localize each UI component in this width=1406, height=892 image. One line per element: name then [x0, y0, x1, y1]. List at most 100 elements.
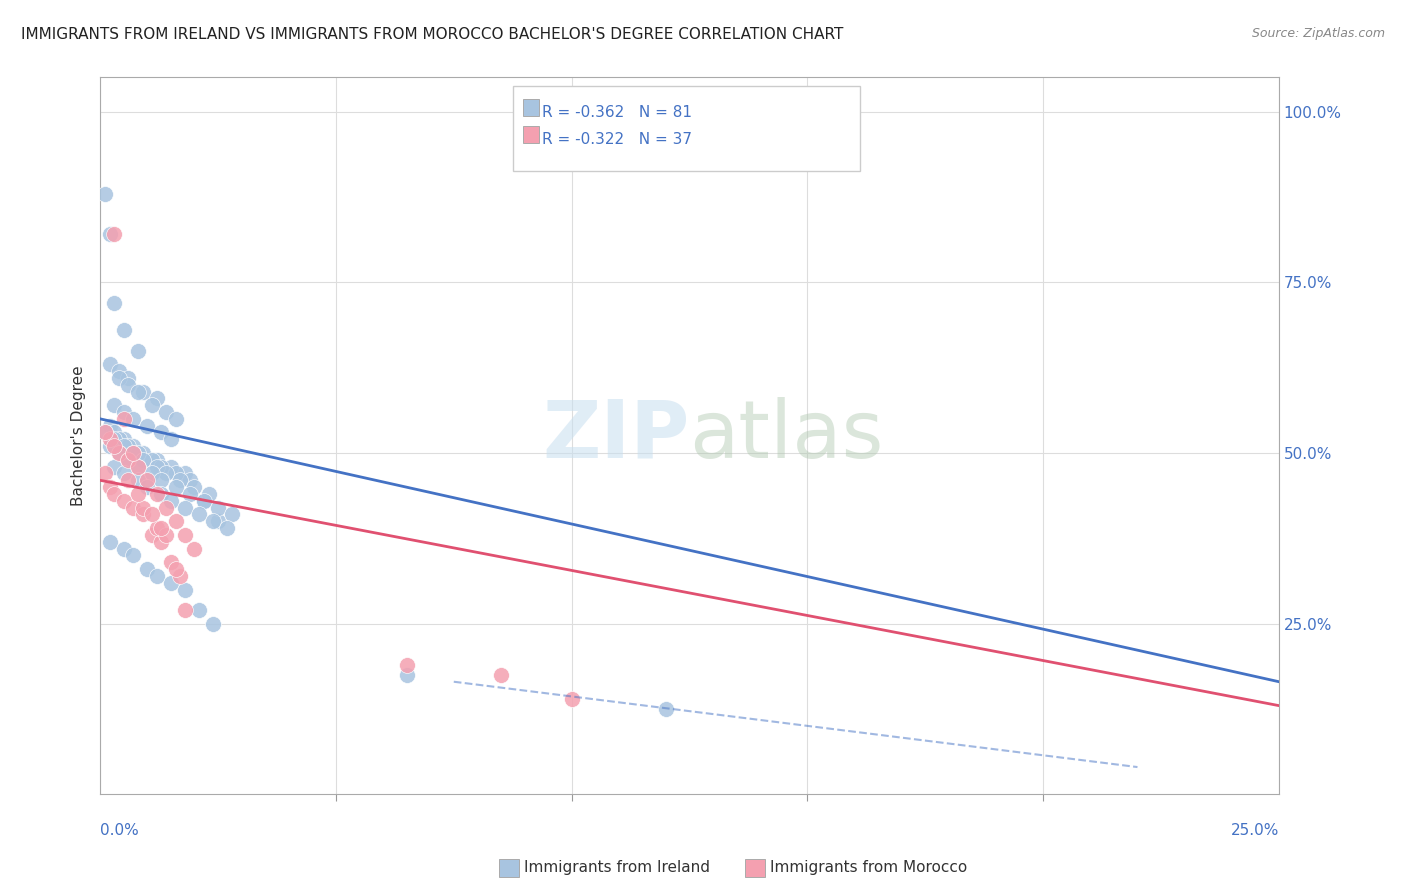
- Point: [155, 467, 177, 481]
- Point: [141, 508, 163, 522]
- Point: [150, 487, 173, 501]
- Point: [395, 657, 418, 672]
- Point: [103, 459, 125, 474]
- Point: [127, 459, 149, 474]
- Point: [145, 569, 167, 583]
- Point: [122, 446, 145, 460]
- Point: [127, 473, 149, 487]
- Point: [108, 371, 131, 385]
- Point: [165, 480, 187, 494]
- Point: [98, 534, 121, 549]
- Point: [117, 452, 139, 467]
- Point: [150, 521, 173, 535]
- Point: [179, 473, 201, 487]
- Point: [131, 446, 153, 460]
- Bar: [523, 99, 538, 116]
- Point: [145, 392, 167, 406]
- Point: [122, 446, 145, 460]
- Point: [112, 541, 135, 556]
- Point: [108, 364, 131, 378]
- Point: [117, 439, 139, 453]
- Point: [207, 500, 229, 515]
- Point: [155, 500, 177, 515]
- Point: [155, 405, 177, 419]
- Point: [160, 555, 183, 569]
- Point: [561, 691, 583, 706]
- Point: [150, 425, 173, 440]
- Point: [122, 439, 145, 453]
- Text: 25.0%: 25.0%: [1230, 823, 1279, 838]
- Point: [141, 398, 163, 412]
- Point: [160, 575, 183, 590]
- Point: [150, 473, 173, 487]
- Point: [655, 702, 678, 716]
- Point: [112, 433, 135, 447]
- Point: [141, 452, 163, 467]
- Point: [145, 521, 167, 535]
- Point: [117, 452, 139, 467]
- Point: [160, 433, 183, 447]
- Text: Source: ZipAtlas.com: Source: ZipAtlas.com: [1251, 27, 1385, 40]
- Text: 0.0%: 0.0%: [100, 823, 139, 838]
- Point: [108, 433, 131, 447]
- Point: [117, 377, 139, 392]
- Point: [127, 487, 149, 501]
- Point: [145, 452, 167, 467]
- Point: [98, 433, 121, 447]
- Text: R = -0.362   N = 81: R = -0.362 N = 81: [543, 104, 692, 120]
- Bar: [523, 126, 538, 144]
- Point: [160, 459, 183, 474]
- Point: [221, 508, 243, 522]
- Point: [174, 582, 197, 597]
- Point: [122, 412, 145, 426]
- Point: [183, 541, 205, 556]
- Point: [174, 528, 197, 542]
- Text: atlas: atlas: [689, 397, 884, 475]
- Point: [141, 467, 163, 481]
- Point: [193, 493, 215, 508]
- Point: [108, 446, 131, 460]
- Point: [165, 562, 187, 576]
- Point: [98, 357, 121, 371]
- Point: [98, 439, 121, 453]
- Text: IMMIGRANTS FROM IRELAND VS IMMIGRANTS FROM MOROCCO BACHELOR'S DEGREE CORRELATION: IMMIGRANTS FROM IRELAND VS IMMIGRANTS FR…: [21, 27, 844, 42]
- Point: [131, 452, 153, 467]
- Point: [103, 398, 125, 412]
- Point: [112, 323, 135, 337]
- Point: [174, 500, 197, 515]
- Point: [160, 493, 183, 508]
- Point: [145, 459, 167, 474]
- Point: [112, 467, 135, 481]
- Y-axis label: Bachelor's Degree: Bachelor's Degree: [72, 366, 86, 507]
- Point: [202, 514, 225, 528]
- Point: [94, 425, 117, 440]
- Text: Immigrants from Ireland: Immigrants from Ireland: [524, 861, 710, 875]
- Point: [197, 487, 219, 501]
- Point: [108, 446, 131, 460]
- Point: [98, 418, 121, 433]
- Point: [122, 500, 145, 515]
- Text: R = -0.322   N = 37: R = -0.322 N = 37: [543, 132, 692, 147]
- Point: [169, 569, 191, 583]
- Point: [94, 425, 117, 440]
- Point: [112, 439, 135, 453]
- Point: [117, 473, 139, 487]
- Point: [150, 534, 173, 549]
- Point: [174, 467, 197, 481]
- Text: Immigrants from Morocco: Immigrants from Morocco: [770, 861, 967, 875]
- Point: [165, 514, 187, 528]
- Point: [103, 439, 125, 453]
- Point: [136, 562, 159, 576]
- Point: [136, 418, 159, 433]
- Point: [183, 480, 205, 494]
- Point: [169, 473, 191, 487]
- FancyBboxPatch shape: [513, 86, 860, 170]
- Point: [179, 487, 201, 501]
- Point: [127, 384, 149, 399]
- Point: [112, 412, 135, 426]
- Point: [141, 528, 163, 542]
- Point: [94, 186, 117, 201]
- Point: [155, 528, 177, 542]
- Point: [103, 295, 125, 310]
- Point: [202, 616, 225, 631]
